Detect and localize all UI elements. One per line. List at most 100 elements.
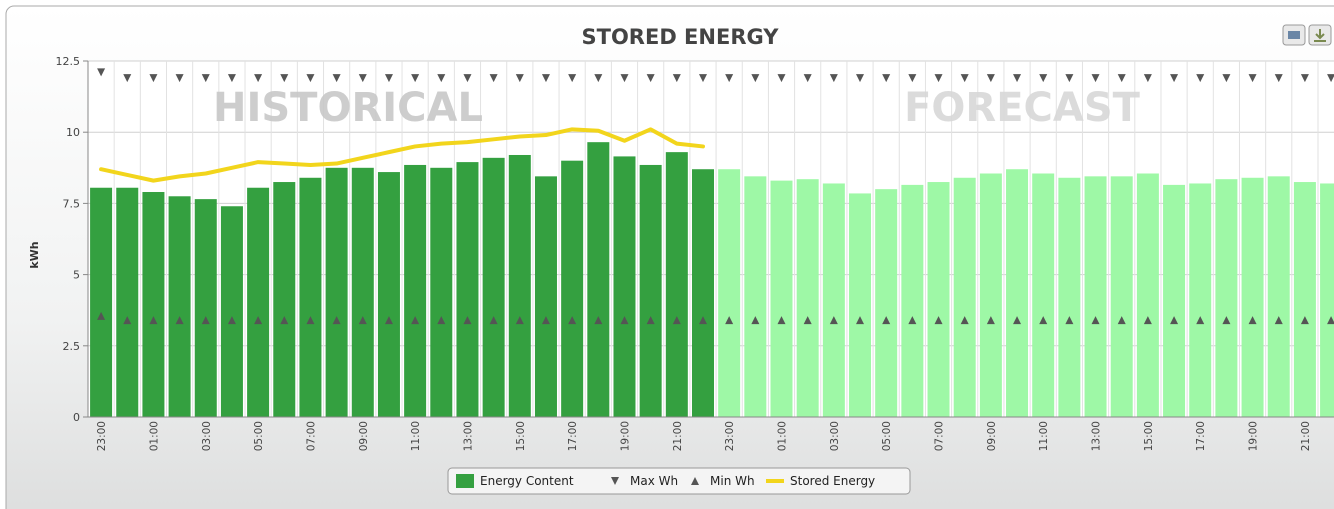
min-marker xyxy=(541,316,550,325)
max-marker xyxy=(463,74,472,83)
bar xyxy=(1058,177,1081,417)
bar xyxy=(770,180,793,417)
bar xyxy=(142,192,165,417)
min-marker xyxy=(280,316,289,325)
x-tick-label: 19:00 xyxy=(619,421,631,451)
bar xyxy=(1136,173,1159,417)
bar xyxy=(273,182,296,417)
max-marker xyxy=(882,74,891,83)
y-tick-label: 7.5 xyxy=(63,197,81,210)
min-marker xyxy=(97,311,106,320)
max-marker xyxy=(803,74,812,83)
y-tick-label: 5 xyxy=(73,269,80,282)
x-tick-label: 09:00 xyxy=(986,421,998,451)
max-marker xyxy=(123,74,132,83)
min-marker xyxy=(646,316,655,325)
x-tick-label: 07:00 xyxy=(934,421,946,451)
bar xyxy=(796,179,819,417)
min-marker xyxy=(620,316,629,325)
min-marker xyxy=(1248,316,1257,325)
x-tick-label: 17:00 xyxy=(1195,421,1207,451)
x-tick-label: 17:00 xyxy=(567,421,579,451)
bar xyxy=(168,196,191,417)
legend-box xyxy=(447,467,911,495)
bar xyxy=(377,172,400,417)
max-marker xyxy=(1143,74,1152,83)
x-tick-label: 13:00 xyxy=(1091,421,1103,451)
min-marker xyxy=(489,316,498,325)
max-marker xyxy=(960,74,969,83)
max-marker xyxy=(1248,74,1257,83)
stored-energy-line xyxy=(99,127,705,183)
min-marker xyxy=(1117,316,1126,325)
x-tick-label: 09:00 xyxy=(358,421,370,451)
bar xyxy=(613,156,636,417)
bar xyxy=(1267,176,1290,417)
min-marker xyxy=(856,316,865,325)
max-marker xyxy=(751,74,760,83)
y-tick-label: 10 xyxy=(66,126,80,139)
bar xyxy=(561,160,584,417)
max-marker xyxy=(1196,74,1205,83)
bar xyxy=(1320,183,1334,417)
max-marker xyxy=(515,74,524,83)
min-marker xyxy=(960,316,969,325)
bar xyxy=(1241,177,1264,417)
max-marker xyxy=(1170,74,1179,83)
bar xyxy=(691,169,714,417)
bar xyxy=(404,164,427,417)
historical-annotation: HISTORICAL xyxy=(213,85,483,131)
min-marker xyxy=(411,316,420,325)
max-marker xyxy=(1039,74,1048,83)
y-axis-label: kWh xyxy=(28,241,41,268)
y-tick-label: 2.5 xyxy=(63,340,81,353)
bar xyxy=(1110,176,1133,417)
x-tick-label: 15:00 xyxy=(515,421,527,451)
legend-label: Min Wh xyxy=(710,474,755,488)
legend-label: Energy Content xyxy=(480,474,574,488)
max-marker xyxy=(1300,74,1309,83)
bar xyxy=(875,189,898,417)
bar xyxy=(901,184,924,417)
print-button[interactable] xyxy=(1282,24,1306,46)
max-marker xyxy=(201,74,210,83)
x-tick-label: 01:00 xyxy=(148,421,160,451)
x-tick-label: 13:00 xyxy=(462,421,474,451)
max-marker xyxy=(358,74,367,83)
max-marker xyxy=(1065,74,1074,83)
bar xyxy=(953,177,976,417)
bar xyxy=(116,187,139,417)
max-marker xyxy=(777,74,786,83)
bar xyxy=(1293,182,1316,417)
max-marker xyxy=(437,74,446,83)
x-tick-label: 05:00 xyxy=(881,421,893,451)
min-marker xyxy=(123,316,132,325)
min-marker xyxy=(698,316,707,325)
min-marker xyxy=(1143,316,1152,325)
x-tick-label: 23:00 xyxy=(96,421,108,451)
max-marker xyxy=(489,74,498,83)
bar xyxy=(247,187,270,417)
min-marker xyxy=(175,316,184,325)
download-button[interactable] xyxy=(1308,24,1332,46)
bar xyxy=(1215,179,1238,417)
max-marker xyxy=(384,74,393,83)
x-tick-label: 03:00 xyxy=(829,421,841,451)
min-marker xyxy=(254,316,263,325)
x-tick-label: 21:00 xyxy=(1300,421,1312,451)
max-marker xyxy=(541,74,550,83)
max-marker xyxy=(698,74,707,83)
min-marker xyxy=(437,316,446,325)
min-marker xyxy=(986,316,995,325)
forecast-annotation: FORECAST xyxy=(904,85,1141,131)
min-marker xyxy=(1196,316,1205,325)
max-marker xyxy=(1117,74,1126,83)
x-tick-label: 03:00 xyxy=(201,421,213,451)
max-marker xyxy=(1222,74,1231,83)
min-marker xyxy=(515,316,524,325)
max-marker xyxy=(672,74,681,83)
max-marker xyxy=(1091,74,1100,83)
max-marker xyxy=(280,74,289,83)
bar xyxy=(979,173,1002,417)
